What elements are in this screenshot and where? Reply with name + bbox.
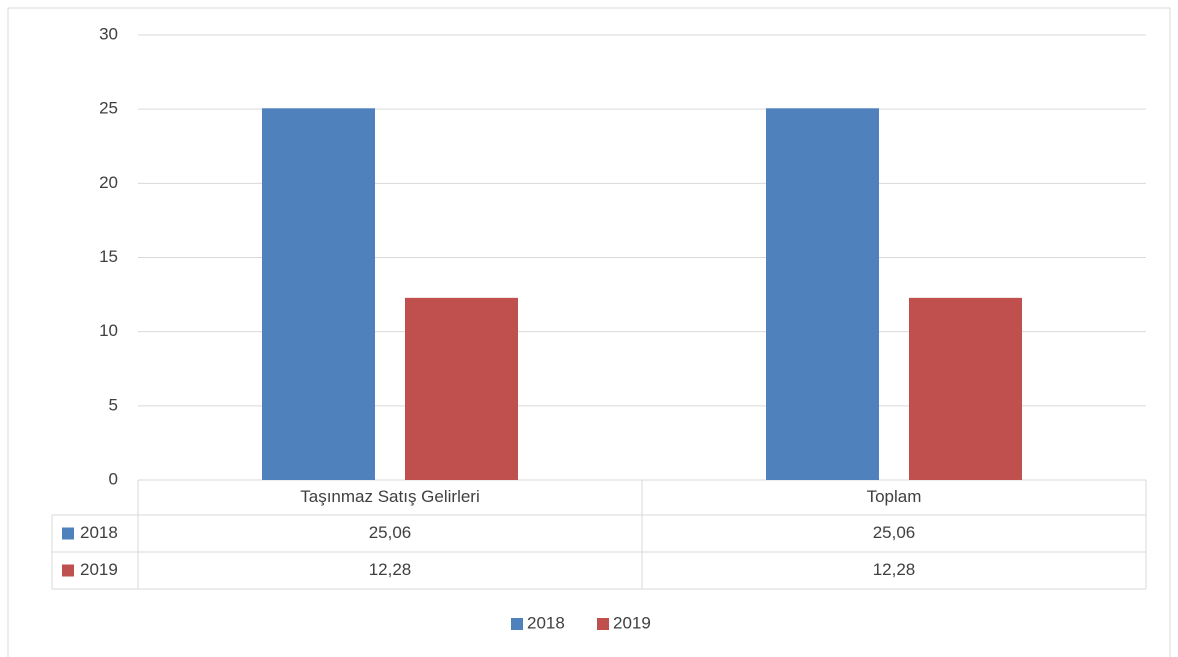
bar [405, 297, 518, 480]
legend-label: 2018 [527, 613, 565, 632]
y-tick-label: 10 [99, 321, 118, 340]
legend-key [511, 618, 523, 630]
table-row-label: 2019 [80, 560, 118, 579]
y-tick-label: 0 [109, 469, 118, 488]
table-value: 12,28 [873, 560, 916, 579]
y-tick-label: 30 [99, 24, 118, 43]
x-tick-label: Toplam [867, 487, 922, 506]
y-tick-label: 15 [99, 247, 118, 266]
table-value: 25,06 [369, 523, 412, 542]
legend-label: 2019 [613, 613, 651, 632]
y-tick-label: 5 [109, 395, 118, 414]
bar [766, 108, 879, 480]
table-legend-key [62, 527, 74, 540]
table-legend-key [62, 564, 74, 577]
bar [262, 108, 375, 480]
y-tick-label: 20 [99, 173, 118, 192]
chart-frame [7, 7, 1171, 657]
table-value: 25,06 [873, 523, 916, 542]
x-tick-label: Taşınmaz Satış Gelirleri [300, 487, 480, 506]
table-row-label: 2018 [80, 523, 118, 542]
y-tick-label: 25 [99, 99, 118, 118]
legend-key [597, 618, 609, 630]
table-value: 12,28 [369, 560, 412, 579]
bar [909, 297, 1022, 480]
